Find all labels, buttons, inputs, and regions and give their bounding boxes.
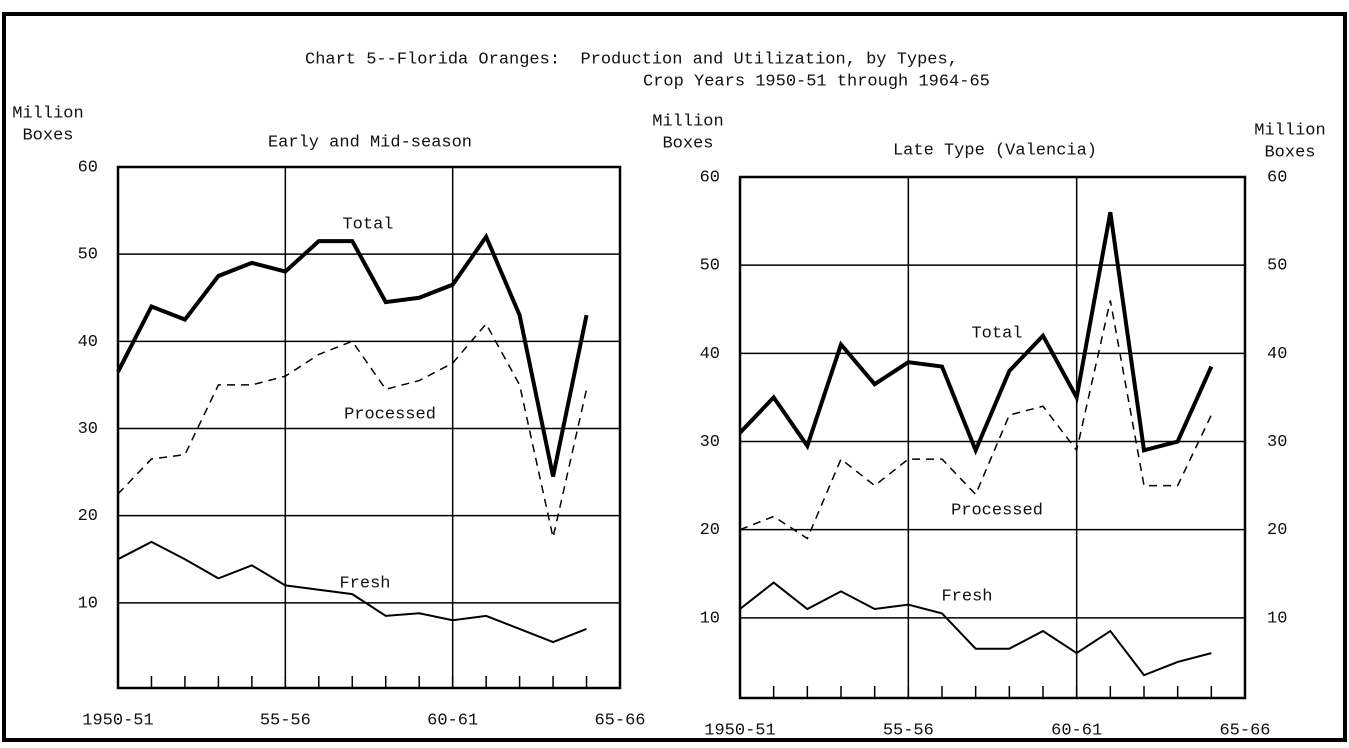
series-line (117, 322, 588, 538)
outer-frame (2, 12, 1347, 742)
y2-axis-label: Boxes (1264, 143, 1315, 162)
x-tick-label: 65-66 (1219, 721, 1270, 740)
y2-tick-label: 40 (1267, 345, 1287, 364)
y2-tick-label: 30 (1267, 433, 1287, 452)
y-tick-label: 40 (700, 345, 720, 364)
x-tick-label: 60-61 (1051, 721, 1102, 740)
series-label: Processed (344, 405, 436, 424)
y-tick-label: 10 (700, 609, 720, 628)
x-tick-label: 55-56 (260, 711, 311, 730)
y-tick-label: 50 (700, 257, 720, 276)
y2-axis-label: Million (1254, 121, 1325, 140)
series-line (739, 300, 1213, 540)
x-tick-label: 55-56 (883, 721, 934, 740)
y-tick-label: 20 (78, 507, 98, 526)
series-line (117, 540, 587, 644)
y2-tick-label: 50 (1267, 257, 1287, 276)
plot-frame (738, 175, 1247, 700)
y-tick-label: 60 (700, 168, 720, 187)
series-label: Processed (951, 501, 1043, 520)
y2-tick-label: 60 (1267, 168, 1287, 187)
y-tick-label: 40 (78, 333, 98, 352)
y-tick-label: 50 (78, 246, 98, 265)
y-tick-label: 30 (700, 433, 720, 452)
chart-title: Late Type (Valencia) (893, 141, 1097, 160)
chart-title: Chart 5--Florida Oranges: Production and… (305, 50, 958, 69)
y-tick-label: 20 (700, 521, 720, 540)
y2-tick-label: 20 (1267, 521, 1287, 540)
series-label: Fresh (941, 587, 992, 606)
y-tick-label: 30 (78, 420, 98, 439)
chart-title: Early and Mid-season (268, 133, 472, 152)
series-line (116, 232, 589, 477)
y-axis-label: Boxes (662, 134, 713, 153)
y-axis-label: Boxes (22, 126, 73, 145)
series-label: Total (342, 215, 393, 234)
y-axis-label: Million (652, 112, 723, 131)
y2-tick-label: 10 (1267, 609, 1287, 628)
y-axis-label: Million (12, 104, 83, 123)
y-tick-label: 10 (78, 594, 98, 613)
x-tick-label: 60-61 (427, 711, 478, 730)
series-label: Total (971, 324, 1022, 343)
y-tick-label: 60 (78, 158, 98, 177)
x-tick-label: 1950-51 (704, 721, 775, 740)
x-tick-label: 1950-51 (82, 711, 153, 730)
series-line (739, 581, 1212, 677)
series-label: Fresh (339, 574, 390, 593)
x-tick-label: 65-66 (594, 711, 645, 730)
series-line (738, 211, 1214, 456)
chart-subtitle: Crop Years 1950-51 through 1964-65 (643, 72, 990, 91)
